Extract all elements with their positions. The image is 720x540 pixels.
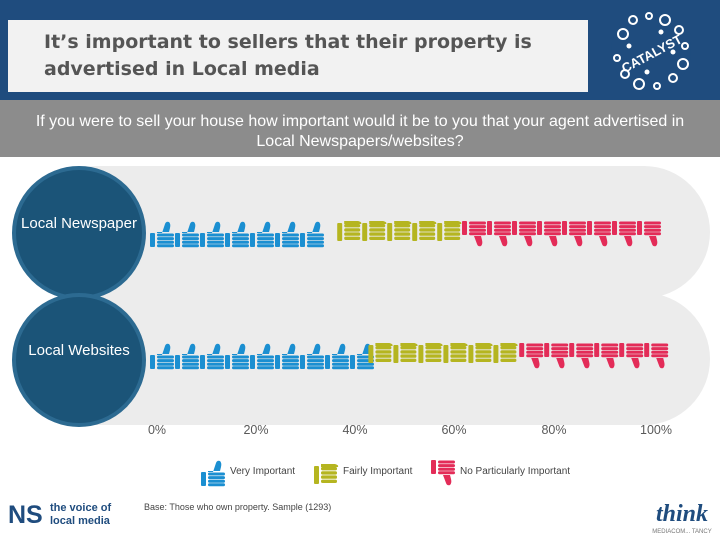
title-box: It’s important to sellers that their pro… [8, 20, 588, 92]
pictogram-thumbs-down-icon [594, 343, 619, 369]
pictogram-thumbs-down-icon [519, 343, 544, 369]
pictogram-thumbs-up-icon [175, 221, 199, 248]
x-tick-label: 100% [640, 423, 672, 437]
x-tick-label: 0% [147, 423, 167, 437]
pictogram-thumbs-up-icon [225, 343, 249, 370]
pictogram-thumbs-up-icon [325, 343, 349, 370]
pictogram-thumbs-down-icon [612, 221, 636, 247]
pictogram-thumbs-sideways-icon [387, 221, 412, 241]
pictogram-thumbs-up-icon [300, 221, 324, 248]
pictogram-thumbs-down-icon [637, 221, 661, 247]
page-title: It’s important to sellers that their pro… [44, 31, 532, 80]
pictogram-thumbs-down-icon [487, 221, 511, 247]
ns-logo: NS the voice of local media [8, 501, 111, 528]
pictogram-thumbs-sideways-icon [493, 343, 518, 363]
pictogram-thumbs-down-icon [512, 221, 536, 247]
pictogram-thumbs-up-icon [225, 221, 249, 248]
question-band: If you were to sell your house how impor… [0, 100, 720, 157]
pictogram-thumbs-up-icon [275, 343, 299, 370]
pictogram-thumbs-sideways-icon [362, 221, 387, 241]
header-band: It’s important to sellers that their pro… [0, 0, 720, 100]
legend-item-very-important: Very Important [200, 456, 320, 490]
pictogram-thumbs-down-icon [587, 221, 611, 247]
question-text: If you were to sell your house how impor… [35, 113, 685, 150]
row-label-circle-websites: Local Websites [12, 293, 146, 427]
x-tick-label: 40% [342, 423, 368, 437]
legend-thumbs-sideways-icon [314, 464, 339, 484]
row-label-websites: Local Websites [28, 342, 130, 359]
pictogram-thumbs-up-icon [175, 343, 199, 370]
pictogram-thumbs-sideways-icon [443, 343, 468, 363]
pictogram-thumbs-sideways-icon [468, 343, 493, 363]
pictogram-thumbs-sideways-icon [337, 221, 362, 241]
row-label-circle-newspaper: Local Newspaper [12, 166, 146, 300]
pictogram-thumbs-up-icon [300, 343, 324, 370]
pictogram-thumbs-sideways-icon [393, 343, 418, 363]
legend-label: Fairly Important [343, 466, 413, 477]
pictogram-thumbs-up-icon [150, 221, 174, 248]
pictogram-thumbs-up-icon [275, 221, 299, 248]
pictogram-thumbs-up-icon [200, 343, 224, 370]
think-logo: think MEDIACOM... TANCY [646, 496, 718, 538]
catalyst-logo: CATALYST [611, 11, 691, 91]
legend-label: Very Important [230, 466, 296, 477]
pictogram-thumbs-up-icon [250, 221, 274, 248]
think-logo-sub: MEDIACOM... TANCY [652, 529, 711, 535]
pictogram-thumbs-up-icon [200, 221, 224, 248]
pictogram-thumbs-down-icon [644, 343, 669, 369]
think-logo-word: think [656, 501, 708, 527]
x-tick-label: 60% [441, 423, 467, 437]
ns-logo-line1: the voice of [50, 502, 111, 514]
pictogram-thumbs-down-icon [462, 221, 486, 247]
pictogram-thumbs-down-icon [562, 221, 586, 247]
legend-item-not-important: No Particularly Important [430, 456, 610, 490]
pictogram-thumbs-sideways-icon [368, 343, 393, 363]
pictogram-thumbs-up-icon [150, 343, 174, 370]
ns-logo-mark: NS [8, 501, 43, 528]
pictogram-thumbs-down-icon [569, 343, 594, 369]
base-note: Base: Those who own property. Sample (12… [144, 502, 332, 512]
pictogram-thumbs-up-icon [250, 343, 274, 370]
ns-logo-line2: local media [50, 515, 111, 527]
legend-thumbs-down-icon [431, 460, 455, 486]
x-tick-label: 80% [541, 423, 567, 437]
pictogram-thumbs-down-icon [537, 221, 561, 247]
legend-thumbs-up-icon [201, 460, 225, 487]
pictogram-thumbs-down-icon [544, 343, 569, 369]
legend-label: No Particularly Important [460, 466, 571, 477]
pictogram-thumbs-sideways-icon [412, 221, 437, 241]
pictogram-thumbs-sideways-icon [437, 221, 462, 241]
pictogram-thumbs-down-icon [619, 343, 644, 369]
row-label-newspaper: Local Newspaper [21, 215, 137, 232]
legend-item-fairly-important: Fairly Important [313, 456, 443, 490]
x-tick-label: 20% [243, 423, 269, 437]
pictogram-thumbs-sideways-icon [418, 343, 443, 363]
